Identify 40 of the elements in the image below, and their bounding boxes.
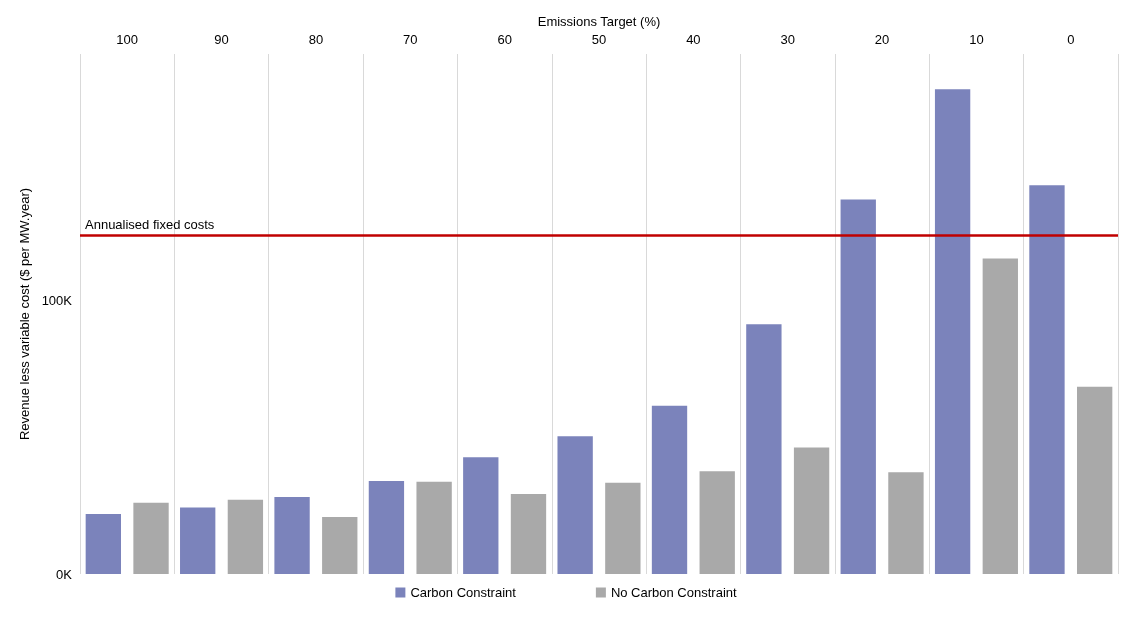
bar [416, 481, 452, 574]
bar [1077, 386, 1113, 574]
bar [180, 507, 216, 574]
bar [793, 447, 830, 574]
bar [888, 472, 924, 574]
legend-label: No Carbon Constraint [610, 585, 737, 600]
bar [840, 199, 876, 574]
bar [133, 502, 169, 574]
x-tick-label: 90 [214, 32, 229, 47]
bar [605, 482, 641, 574]
bar [463, 457, 499, 574]
x-tick-label: 80 [308, 32, 324, 47]
x-tick-label: 20 [874, 32, 890, 47]
y-axis-title: Revenue less variable cost ($ per MW.year) [16, 187, 32, 441]
bar [510, 494, 547, 574]
bar [746, 324, 782, 574]
bar [1029, 185, 1065, 574]
x-tick-label: 50 [591, 32, 607, 47]
y-tick-label: 0K [56, 566, 73, 582]
bar [982, 258, 1018, 574]
bar [651, 405, 688, 574]
legend-label: Carbon Constraint [410, 585, 517, 600]
x-tick-label: 100 [116, 32, 139, 47]
x-tick-label: 30 [780, 32, 795, 47]
bar [85, 514, 121, 574]
x-tick-label: 0 [1067, 32, 1075, 47]
x-tick-label: 40 [686, 32, 701, 47]
x-tick-label: 60 [497, 32, 512, 47]
bar [557, 436, 593, 574]
bar [934, 89, 971, 574]
bar [368, 480, 405, 574]
x-axis-title: Emissions Target (%) [537, 14, 661, 30]
x-tick-label: 70 [403, 32, 418, 47]
bar [322, 517, 358, 574]
y-tick-label: 100K [41, 292, 73, 308]
bar [699, 471, 735, 574]
bar [274, 497, 310, 574]
x-tick-label: 10 [969, 32, 984, 47]
bar [227, 499, 264, 574]
ref-line-label: Annualised fixed costs [85, 216, 215, 232]
